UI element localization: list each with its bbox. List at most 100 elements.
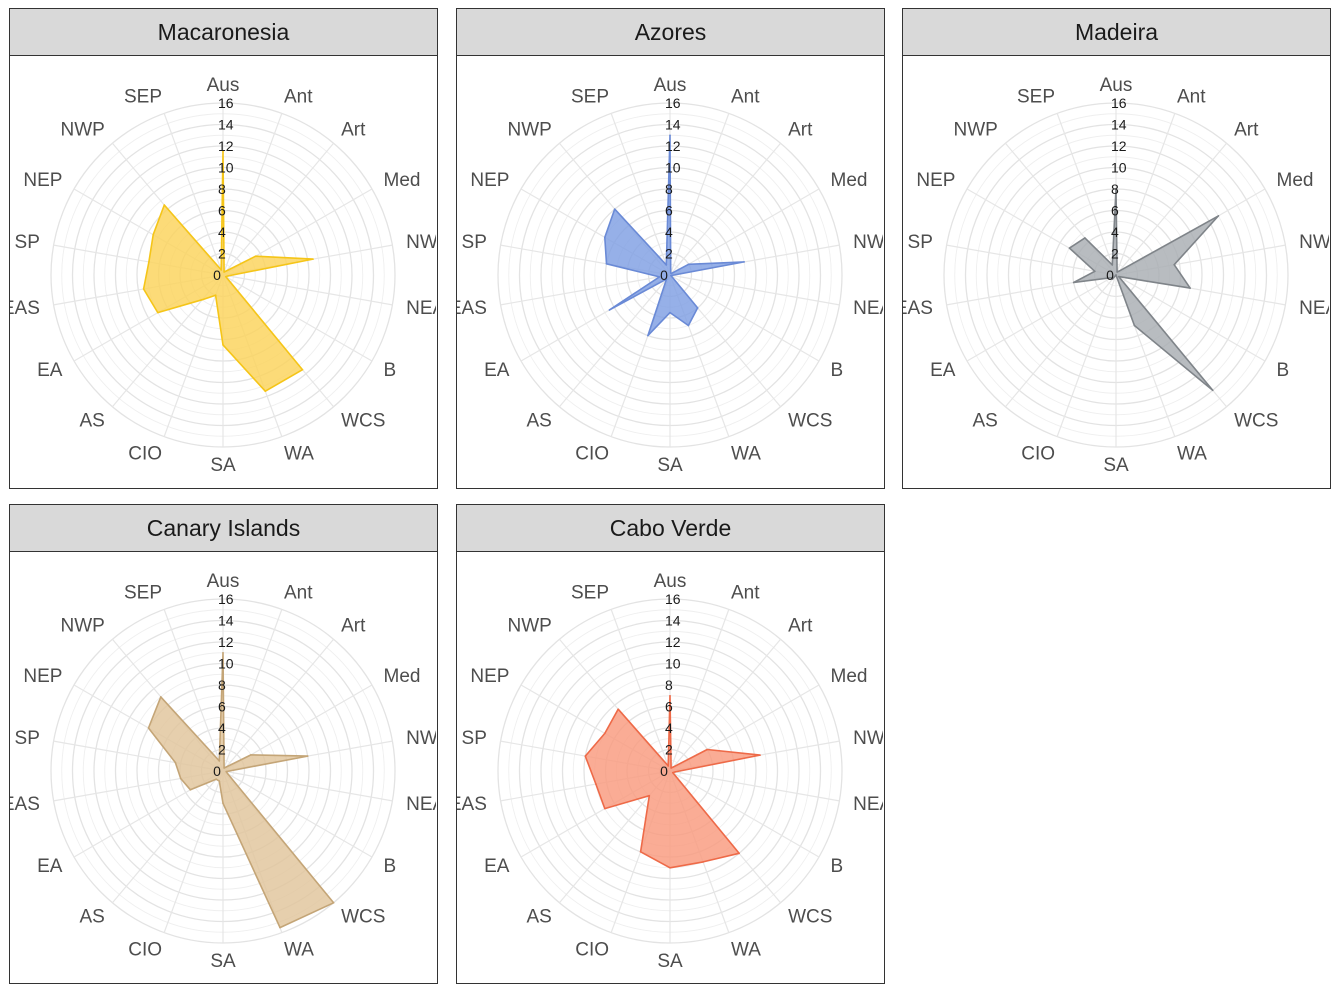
data-point-eas — [658, 276, 661, 278]
category-label-nea: NEA — [406, 298, 436, 319]
category-label-med: Med — [831, 666, 868, 687]
category-label-sa: SA — [657, 455, 683, 476]
data-point-sa — [222, 802, 224, 805]
category-label-eas: EAS — [10, 794, 40, 815]
category-label-as: AS — [973, 411, 998, 432]
grid-spoke — [669, 638, 782, 772]
data-point-sep — [220, 269, 222, 271]
radial-tick-label: 4 — [665, 720, 673, 736]
grid-spoke — [669, 274, 840, 306]
data-point-med — [706, 748, 709, 751]
grid-spoke — [1004, 274, 1117, 408]
category-label-b: B — [1277, 360, 1290, 381]
data-point-nep — [604, 236, 606, 239]
grid-spoke — [669, 188, 820, 276]
radial-tick-label: 4 — [665, 224, 673, 240]
grid-spoke — [222, 274, 373, 362]
category-label-ea: EA — [484, 360, 510, 381]
data-point-b — [671, 771, 674, 774]
category-label-ea: EA — [37, 856, 63, 877]
category-label-nep: NEP — [23, 170, 62, 191]
category-label-sa: SA — [210, 455, 236, 476]
data-point-med — [254, 255, 257, 257]
data-point-ant — [223, 767, 225, 769]
category-label-art: Art — [341, 615, 366, 636]
grid-spoke — [669, 274, 820, 362]
category-label-as: AS — [80, 411, 105, 432]
data-point-aus — [669, 694, 671, 697]
category-label-art: Art — [1234, 119, 1259, 140]
data-point-nea — [674, 771, 677, 773]
radial-tick-label: 8 — [218, 181, 226, 197]
data-point-nea — [1189, 287, 1191, 289]
data-point-as — [665, 278, 668, 280]
category-label-eas: EAS — [457, 298, 487, 319]
grid-spoke — [966, 274, 1117, 362]
data-point-wa — [702, 861, 704, 863]
category-label-sp: SP — [462, 728, 487, 749]
grid-spoke — [111, 770, 224, 904]
grid-spoke — [669, 770, 820, 858]
category-label-wa: WA — [1177, 444, 1207, 465]
grid-spoke — [946, 244, 1117, 276]
data-point-sp — [1094, 270, 1096, 273]
data-point-cio — [639, 851, 642, 853]
category-label-b: B — [831, 856, 844, 877]
category-label-art: Art — [341, 119, 366, 140]
category-label-ant: Ant — [284, 582, 313, 603]
radial-tick-label: 12 — [665, 634, 681, 650]
radial-tick-label: 14 — [665, 117, 681, 133]
data-point-nea — [225, 770, 227, 773]
data-point-sep — [218, 760, 221, 762]
radial-tick-label: 2 — [665, 246, 673, 262]
data-point-nwa — [759, 754, 761, 756]
category-label-sp: SP — [908, 232, 933, 253]
category-label-nea: NEA — [1299, 298, 1329, 319]
data-point-aus — [669, 134, 671, 137]
data-point-art — [670, 272, 673, 275]
data-point-cio — [218, 780, 221, 782]
data-point-cio — [647, 334, 649, 337]
category-label-nea: NEA — [853, 298, 883, 319]
grid-spoke — [669, 770, 840, 802]
category-label-nep: NEP — [916, 170, 955, 191]
data-point-eas — [595, 783, 597, 785]
data-point-sa — [669, 866, 671, 869]
grid-spoke — [1115, 142, 1228, 276]
category-label-sp: SP — [15, 232, 40, 253]
grid-spoke — [163, 113, 224, 276]
data-point-as — [648, 794, 651, 797]
category-label-as: AS — [527, 411, 552, 432]
radial-tick-label: 12 — [218, 138, 234, 154]
grid-spoke — [222, 142, 335, 276]
data-point-ant — [223, 271, 225, 273]
data-point-aus — [1115, 188, 1117, 190]
data-point-as — [215, 778, 217, 781]
radial-tick-label: 14 — [1111, 117, 1127, 133]
data-point-as — [1111, 278, 1114, 280]
radial-tick-label: 6 — [665, 203, 673, 219]
category-label-nwp: NWP — [954, 119, 998, 140]
category-label-nep: NEP — [470, 666, 509, 687]
grid-spoke — [669, 142, 782, 276]
radial-tick-label: 14 — [665, 613, 681, 629]
radial-tick-label: 0 — [1106, 267, 1114, 283]
category-label-sa: SA — [210, 951, 236, 972]
data-point-nea — [227, 275, 230, 277]
category-label-wcs: WCS — [788, 411, 832, 432]
category-label-eas: EAS — [903, 298, 933, 319]
category-label-cio: CIO — [128, 940, 162, 961]
category-label-nwp: NWP — [61, 615, 105, 636]
data-point-nep — [1068, 247, 1071, 249]
category-label-sep: SEP — [571, 86, 609, 107]
data-point-wcs — [696, 307, 699, 309]
data-point-nep — [152, 233, 154, 236]
data-point-ea — [189, 789, 192, 791]
panel-title: Canary Islands — [10, 505, 437, 552]
data-point-aus — [222, 651, 224, 654]
category-label-cio: CIO — [1021, 444, 1055, 465]
category-label-as: AS — [80, 907, 105, 928]
grid-spoke — [610, 609, 671, 772]
